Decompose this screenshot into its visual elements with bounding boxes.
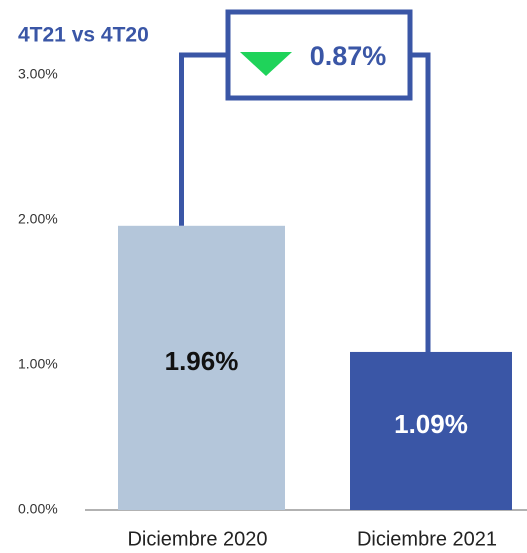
x-tick-label: Diciembre 2021 — [357, 528, 497, 550]
x-tick-label: Diciembre 2020 — [127, 528, 267, 550]
bracket-right — [410, 52, 431, 352]
annotation: 0.87% — [310, 41, 387, 71]
bar — [350, 351, 512, 510]
y-tick-label: 3.00% — [18, 66, 58, 82]
y-tick-label: 2.00% — [18, 211, 58, 227]
bar — [118, 225, 285, 511]
chart-title: 4T21 vs 4T20 — [18, 24, 149, 47]
down-marker — [240, 52, 292, 76]
y-tick-label: 1.00% — [18, 356, 58, 372]
data-label: 1.09% — [394, 409, 468, 439]
y-tick-label: 0.00% — [18, 501, 58, 517]
bracket-left — [179, 52, 228, 226]
annotation-box — [225, 9, 413, 101]
data-label: 1.96% — [165, 346, 239, 376]
